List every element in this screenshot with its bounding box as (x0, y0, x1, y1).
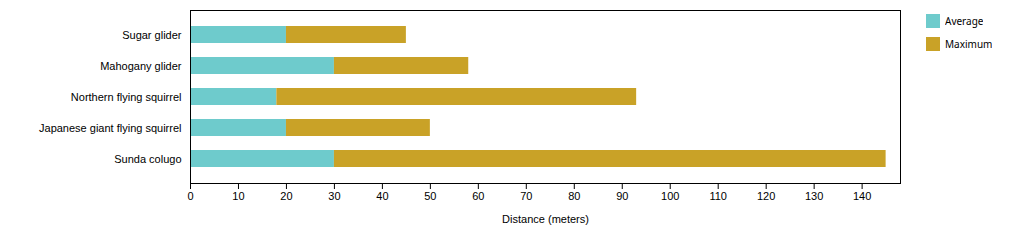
html-text:Average: Average (945, 14, 984, 28)
svg-text:Distance (meters): Distance (meters) (502, 213, 589, 225)
html-text:Maximum: Maximum (945, 37, 993, 51)
svg-text:110: 110 (709, 190, 727, 202)
svg-text:30: 30 (328, 190, 340, 202)
svg-text:20: 20 (280, 190, 292, 202)
svg-text:100: 100 (661, 190, 679, 202)
svg-text:140: 140 (853, 190, 871, 202)
svg-text:Sugar glider: Sugar glider (122, 29, 182, 41)
svg-text:90: 90 (616, 190, 628, 202)
svg-text:50: 50 (424, 190, 436, 202)
svg-text:70: 70 (520, 190, 532, 202)
svg-text:Japanese giant flying squirrel: Japanese giant flying squirrel (39, 122, 181, 134)
svg-text:40: 40 (376, 190, 388, 202)
svg-text:Sunda colugo: Sunda colugo (114, 153, 181, 165)
svg-text:130: 130 (805, 190, 823, 202)
svg-text:120: 120 (757, 190, 775, 202)
svg-text:Mahogany glider: Mahogany glider (100, 60, 182, 72)
svg-text:0: 0 (187, 190, 193, 202)
svg-text:10: 10 (232, 190, 244, 202)
svg-text:Northern flying squirrel: Northern flying squirrel (71, 91, 182, 103)
svg-text:80: 80 (568, 190, 580, 202)
svg-text:60: 60 (472, 190, 484, 202)
